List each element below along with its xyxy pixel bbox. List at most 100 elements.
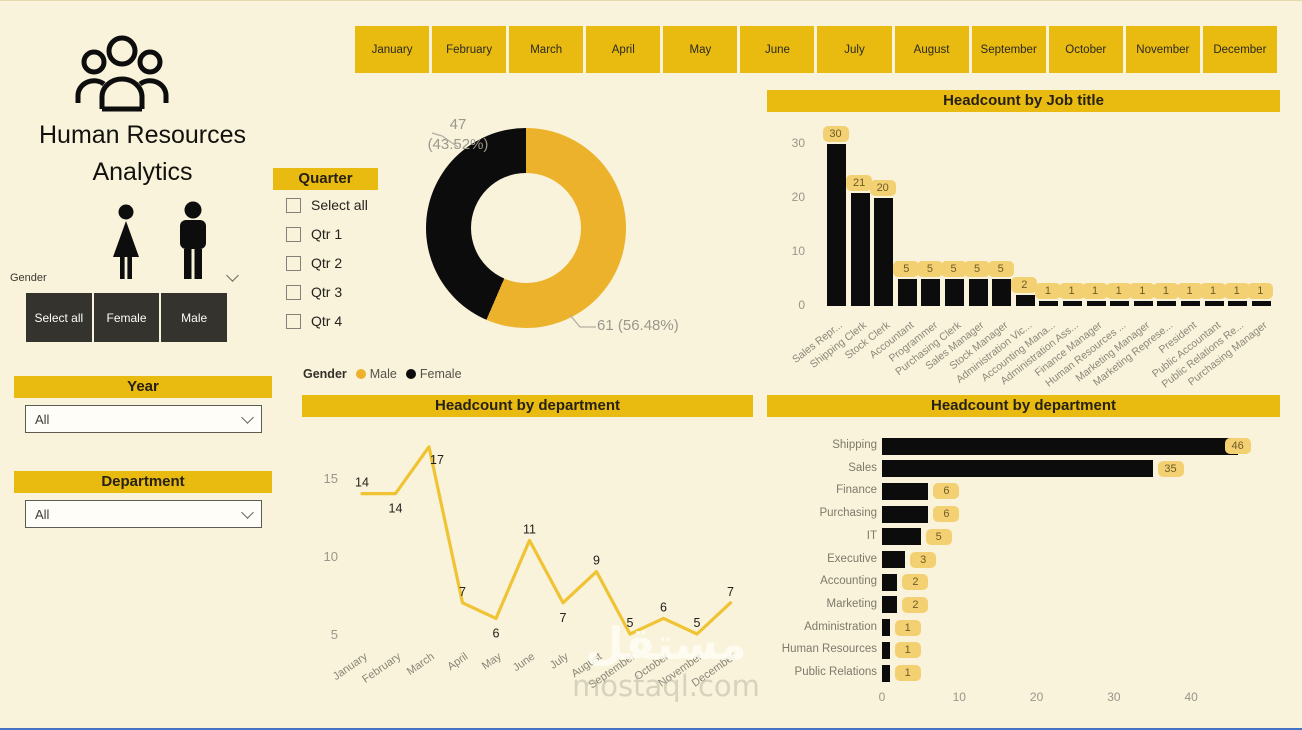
- legend-title: Gender: [303, 367, 347, 381]
- job-title-bar[interactable]: [827, 144, 846, 306]
- dept-bar[interactable]: [882, 641, 890, 659]
- gender-button-male[interactable]: Male: [161, 293, 228, 342]
- checkbox-icon[interactable]: [286, 284, 301, 300]
- month-button-august[interactable]: August: [894, 26, 969, 73]
- month-button-november[interactable]: November: [1125, 26, 1200, 73]
- line-chart-title: Headcount by department: [302, 395, 753, 417]
- chevron-down-icon[interactable]: [226, 269, 239, 282]
- bar-value-label: 1: [894, 665, 921, 681]
- job-title-bar[interactable]: [1133, 300, 1153, 306]
- month-button-may[interactable]: May: [663, 26, 738, 73]
- legend-item-male[interactable]: Male: [355, 367, 397, 381]
- job-title-bar[interactable]: [874, 198, 894, 306]
- dept-category-label: Shipping: [832, 439, 877, 451]
- bar-value-label: 2: [1011, 277, 1038, 294]
- month-button-june[interactable]: June: [740, 26, 815, 73]
- bar-value-label: 2: [902, 574, 929, 591]
- legend-item-label: Female: [419, 367, 462, 381]
- job-title-bar[interactable]: [945, 279, 964, 306]
- job-title-bar[interactable]: [850, 192, 870, 306]
- x-axis-category-label: May: [480, 650, 504, 672]
- gender-button-select-all[interactable]: Select all: [26, 293, 92, 342]
- job-title-bar[interactable]: [992, 279, 1012, 306]
- dept-category-label: Accounting: [820, 575, 877, 588]
- data-point-label: 14: [389, 502, 403, 516]
- checkbox-icon[interactable]: [286, 226, 301, 242]
- quarter-option-qtr-4[interactable]: Qtr 4: [286, 313, 368, 329]
- job-title-bar[interactable]: [1181, 300, 1200, 306]
- female-icon: [113, 204, 139, 279]
- dept-bar[interactable]: [882, 528, 921, 546]
- dept-bar[interactable]: [882, 551, 906, 568]
- dept-bar[interactable]: [882, 573, 898, 591]
- dept-bar[interactable]: [882, 664, 890, 682]
- quarter-option-label: Qtr 2: [311, 255, 343, 271]
- checkbox-icon[interactable]: [286, 197, 301, 213]
- bar-value-label: 1: [1129, 282, 1156, 299]
- gender-donut-chart[interactable]: [426, 128, 626, 328]
- quarter-option-qtr-2[interactable]: Qtr 2: [286, 255, 368, 271]
- month-button-january[interactable]: January: [355, 26, 430, 73]
- month-button-september[interactable]: September: [971, 26, 1046, 73]
- bar-value-label: 6: [933, 483, 960, 500]
- month-button-march[interactable]: March: [509, 26, 584, 73]
- legend-item-female[interactable]: Female: [405, 367, 462, 381]
- bar-value-label: 30: [822, 126, 849, 142]
- dept-bar[interactable]: [882, 596, 898, 614]
- bar-value-label: 2: [902, 596, 929, 613]
- job-title-bar[interactable]: [1157, 300, 1177, 306]
- bar-value-label: 1: [1200, 282, 1227, 299]
- gender-button-female[interactable]: Female: [93, 293, 160, 342]
- y-axis-tick-label: 5: [331, 627, 338, 642]
- quarter-option-qtr-1[interactable]: Qtr 1: [286, 226, 368, 242]
- job-title-bar[interactable]: [1039, 300, 1059, 306]
- dept-bar[interactable]: [882, 619, 890, 637]
- month-button-april[interactable]: April: [586, 26, 661, 73]
- bar-value-label: 1: [1247, 282, 1274, 299]
- dept-bar[interactable]: [882, 460, 1153, 478]
- job-title-bar[interactable]: [968, 279, 988, 306]
- year-dropdown[interactable]: All: [25, 405, 262, 433]
- bar-value-label: 1: [1152, 282, 1179, 299]
- checkbox-icon[interactable]: [286, 313, 301, 329]
- year-dropdown-value: All: [35, 411, 50, 427]
- bar-value-label: 5: [940, 261, 967, 277]
- job-title-bar[interactable]: [1251, 300, 1271, 306]
- dept-bar[interactable]: [882, 505, 929, 523]
- job-title-bar[interactable]: [897, 279, 917, 306]
- checkbox-icon[interactable]: [286, 255, 301, 271]
- job-title-bar[interactable]: [1086, 300, 1106, 306]
- quarter-option-label: Select all: [311, 197, 368, 213]
- job-title-bar[interactable]: [1204, 300, 1224, 306]
- x-axis-category-label: April: [445, 651, 470, 673]
- bar-value-label: 1: [1223, 282, 1250, 299]
- y-axis-tick-label: 20: [791, 190, 805, 204]
- quarter-option-select-all[interactable]: Select all: [286, 197, 368, 213]
- dept-category-label: Purchasing: [819, 507, 877, 520]
- headcount-line[interactable]: [360, 445, 733, 636]
- job-title-bar[interactable]: [1110, 300, 1130, 306]
- data-point-label: 17: [430, 453, 444, 467]
- donut-label-female: 47 (43.52%): [427, 116, 489, 153]
- job-title-bar[interactable]: [1015, 295, 1035, 306]
- job-title-bar[interactable]: [921, 279, 941, 306]
- department-dropdown[interactable]: All: [25, 500, 262, 528]
- job-title-bar[interactable]: [1063, 300, 1082, 306]
- x-axis-tick-label: 20: [1029, 690, 1044, 704]
- dept-category-label: Administration: [804, 620, 877, 633]
- dept-bar[interactable]: [882, 437, 1238, 455]
- month-button-october[interactable]: October: [1048, 26, 1123, 73]
- job-title-bar[interactable]: [1228, 300, 1248, 306]
- quarter-option-label: Qtr 4: [311, 313, 343, 329]
- dept-bar[interactable]: [882, 482, 929, 500]
- quarter-option-qtr-3[interactable]: Qtr 3: [286, 284, 368, 300]
- month-button-december[interactable]: December: [1202, 26, 1277, 73]
- data-point-label: 7: [560, 611, 567, 625]
- x-axis-category-label: June: [511, 651, 537, 675]
- bar-value-label: 1: [894, 619, 921, 636]
- month-button-july[interactable]: July: [817, 26, 892, 73]
- donut-label-male: 61 (56.48%): [597, 317, 679, 334]
- chevron-down-icon: [241, 505, 254, 519]
- month-button-february[interactable]: February: [432, 26, 507, 73]
